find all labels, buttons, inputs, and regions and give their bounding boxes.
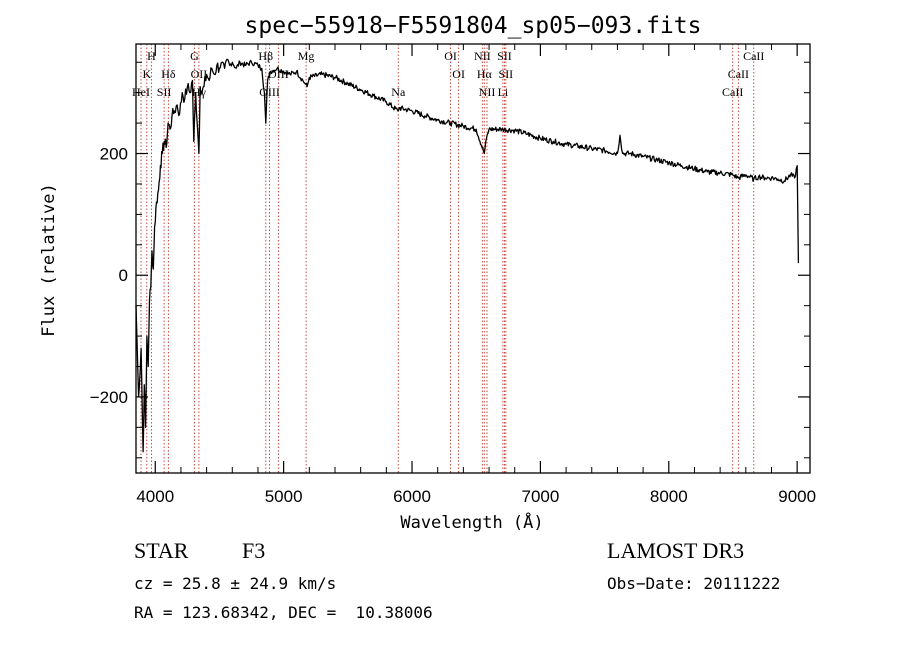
spectral-line-label: CaII [743, 49, 764, 63]
obs-date: Obs−Date: 20111222 [607, 574, 781, 593]
object-type: STAR [134, 538, 189, 563]
spectral-line-label: Li [498, 85, 509, 99]
y-axis-title: Flux (relative) [39, 183, 59, 337]
x-tick-label: 9000 [778, 487, 816, 506]
spectral-line-label: Hα [477, 67, 493, 81]
spectral-line-label: OIII [259, 85, 280, 99]
spectral-line-label: OII [191, 67, 208, 81]
spectral-line-label: H [147, 49, 156, 63]
spectral-line-label: SII [497, 49, 512, 63]
x-tick-label: 6000 [393, 487, 431, 506]
spectral-line-label: G [190, 49, 199, 63]
x-axis-ticks: 4000 5000 6000 7000 8000 9000 [136, 44, 816, 506]
chart-title: spec−55918−F5591804_sp05−093.fits [245, 13, 702, 39]
y-tick-label: 200 [100, 145, 128, 164]
x-tick-label: 5000 [265, 487, 303, 506]
spectral-line-markers [140, 44, 755, 473]
spectral-line-label: HeI [132, 85, 150, 99]
minor-ticks [136, 44, 810, 473]
spectral-line-label: OI [444, 49, 457, 63]
spectral-line-label: Na [391, 85, 406, 99]
x-axis-title: Wavelength (Å) [400, 511, 543, 533]
y-axis-ticks: −200 0 200 [90, 145, 810, 407]
spectral-line-label: NII [474, 49, 491, 63]
spectral-line-label: OIII [268, 67, 289, 81]
survey-name: LAMOST DR3 [607, 538, 745, 563]
y-tick-label: −200 [90, 388, 128, 407]
spectral-line-label: NII [479, 85, 496, 99]
plot-frame [135, 43, 811, 474]
redshift-readout: cz = 25.8 ± 24.9 km/s [134, 574, 337, 593]
spectral-line-label: Hβ [258, 49, 273, 63]
spectral-line-label: SII [499, 67, 514, 81]
spectrum-line [135, 58, 800, 453]
spectral-line-label: Hδ [161, 67, 176, 81]
spectral-line-label: K [142, 67, 151, 81]
x-tick-label: 8000 [650, 487, 688, 506]
spectral-line-label: SII [157, 85, 172, 99]
spectral-line-label: CaII [728, 67, 749, 81]
x-tick-label: 7000 [521, 487, 559, 506]
spectral-line-label: Mg [298, 49, 315, 63]
y-tick-label: 0 [119, 266, 128, 285]
object-subclass: F3 [242, 538, 266, 563]
spectral-line-label: CaII [722, 85, 743, 99]
x-tick-label: 4000 [136, 487, 174, 506]
coordinates: RA = 123.68342, DEC = 10.38006 [134, 603, 433, 622]
spectral-line-label: Hγ [192, 85, 207, 99]
spectral-line-label: OI [452, 67, 465, 81]
